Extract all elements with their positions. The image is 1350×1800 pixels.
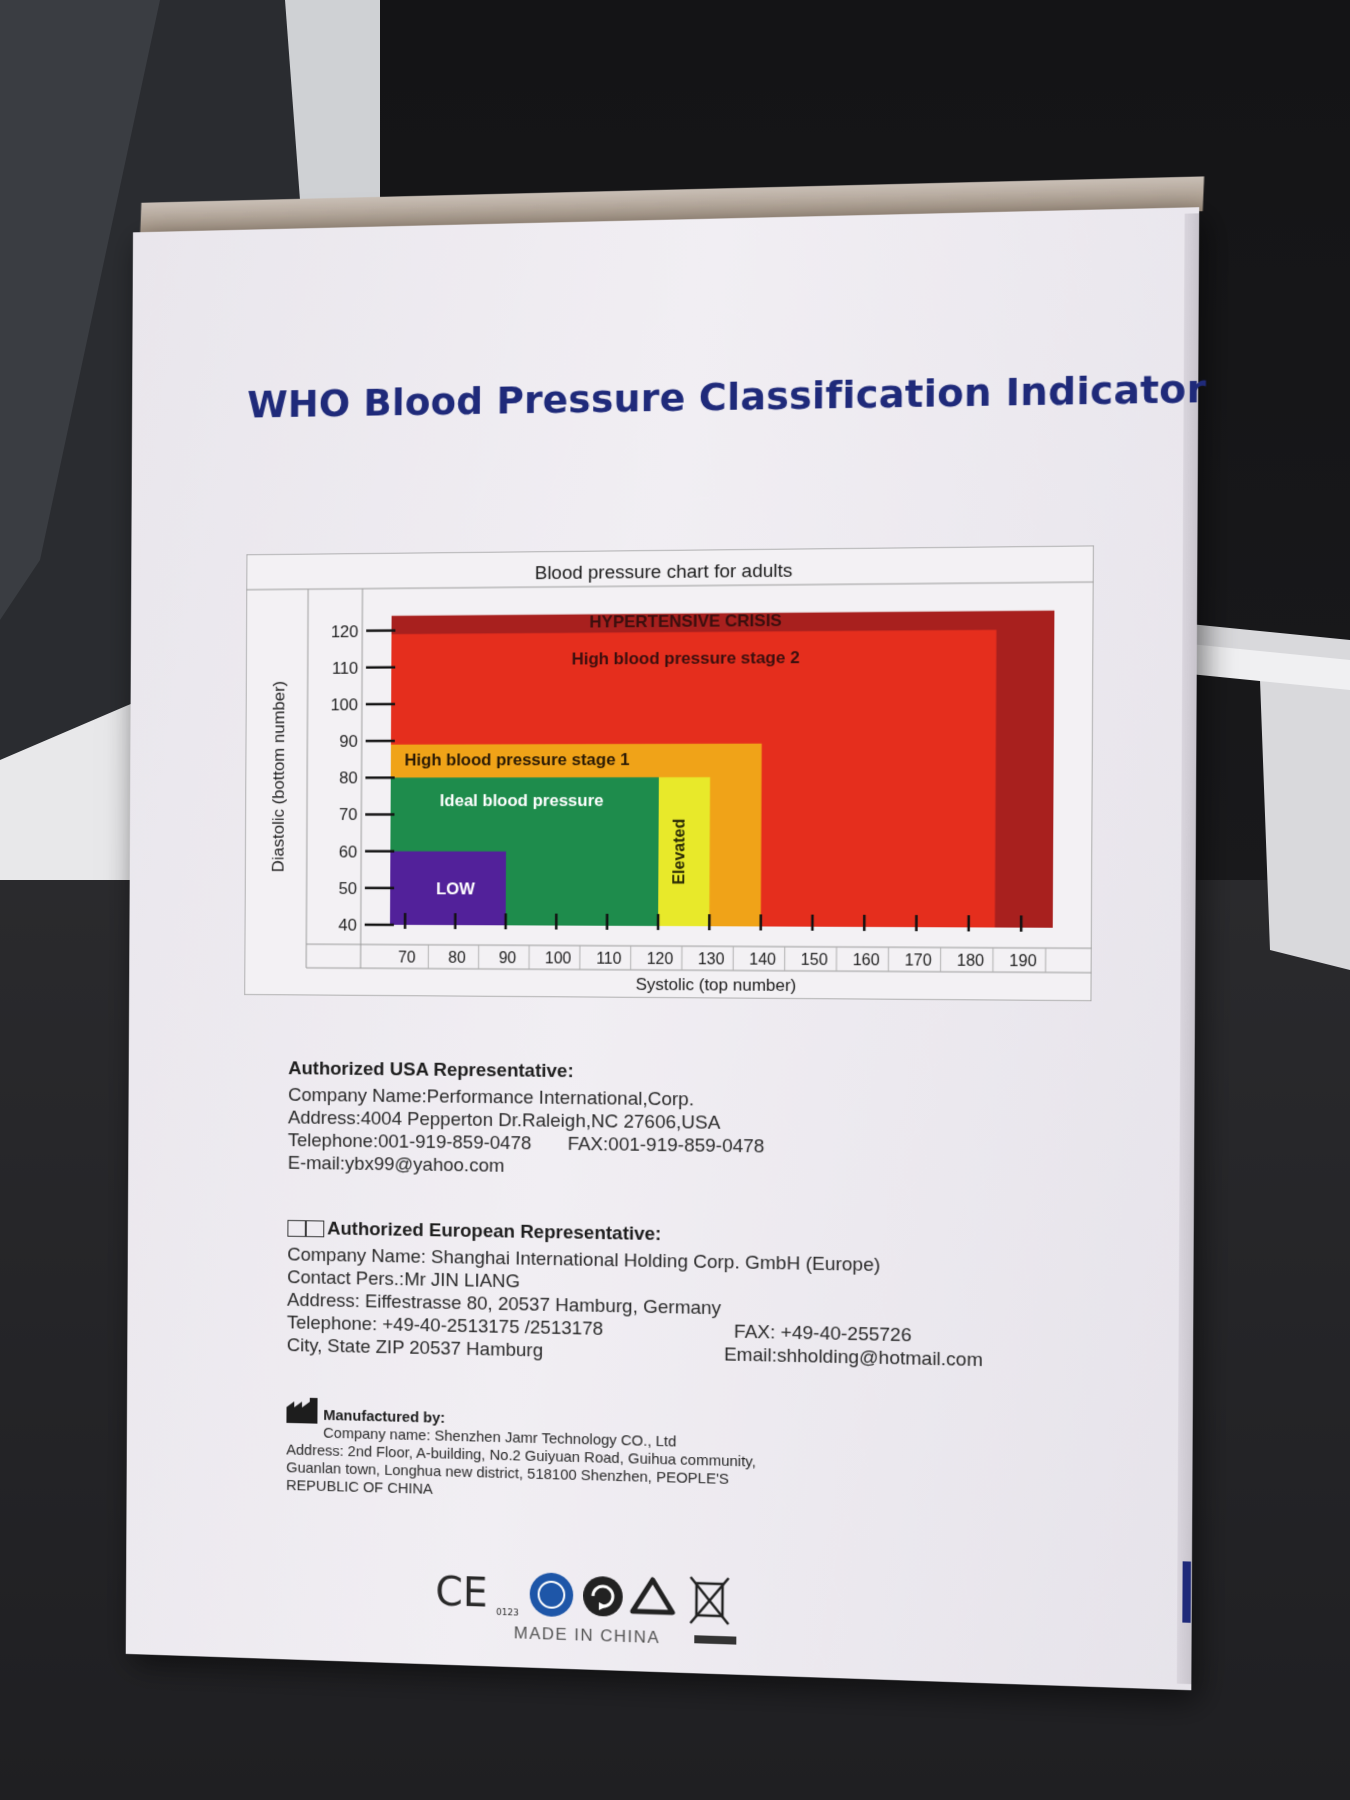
bp-chart-svg: Blood pressure chart for adults HYPERTENS… xyxy=(244,545,1094,1001)
certification-logos: CE 0123 xyxy=(435,1563,763,1663)
x-tick-label: 110 xyxy=(596,951,622,968)
x-tick-label: 150 xyxy=(801,952,828,969)
recycle-arrow-icon xyxy=(583,1576,623,1617)
box-edge xyxy=(1177,213,1199,1684)
usa-fax: FAX:001-919-859-0478 xyxy=(567,1134,764,1158)
eu-heading: Authorized European Representative: xyxy=(327,1219,661,1245)
bin-underline-bar xyxy=(694,1635,736,1644)
y-tick-label: 60 xyxy=(339,842,357,861)
zone-label-hypertensive-crisis: HYPERTENSIVE CRISIS xyxy=(589,611,781,632)
zone-label-elevated: Elevated xyxy=(671,819,689,885)
x-tick-label: 170 xyxy=(905,952,932,970)
x-axis-label: Systolic (top number) xyxy=(636,975,797,995)
x-tick-label: 90 xyxy=(499,950,517,967)
eu-city: City, State ZIP 20537 Hamburg xyxy=(287,1334,543,1362)
product-box: WHO Blood Pressure Classification Indica… xyxy=(126,207,1212,1691)
x-tick-label: 100 xyxy=(545,950,572,967)
mfr-heading: Manufactured by: xyxy=(323,1407,445,1427)
x-tick-label: 80 xyxy=(448,950,466,967)
edge-mark xyxy=(1182,1561,1191,1623)
y-tick-label: 110 xyxy=(332,658,358,677)
y-tick-label: 90 xyxy=(339,732,357,751)
x-tick-label: 140 xyxy=(749,951,776,968)
usa-telephone: Telephone:001-919-859-0478 xyxy=(288,1130,532,1154)
x-tick-label: 190 xyxy=(1009,953,1037,971)
zone-label-high-blood-pressure-stage-2: High blood pressure stage 2 xyxy=(571,648,799,669)
zone-label-high-blood-pressure-stage-1: High blood pressure stage 1 xyxy=(405,750,630,770)
usa-representative: Authorized USA Representative: Company N… xyxy=(288,1058,1087,1186)
y-tick-label: 50 xyxy=(339,879,357,898)
y-tick-label: 80 xyxy=(339,769,357,788)
weee-crossed-bin-icon xyxy=(690,1577,728,1624)
chart-title: Blood pressure chart for adults xyxy=(535,559,793,583)
recycling-symbol-icon xyxy=(633,1579,673,1612)
tuv-certification-icon xyxy=(530,1572,574,1617)
eu-representative: Authorized European Representative: Comp… xyxy=(287,1218,1086,1374)
eu-email: Email:shholding@hotmail.com xyxy=(724,1343,983,1372)
x-tick-label: 180 xyxy=(957,952,985,970)
ce-text: CE xyxy=(435,1569,487,1617)
y-axis-label: Diastolic (bottom number) xyxy=(269,681,289,873)
logo-row: CE 0123 xyxy=(435,1563,763,1629)
y-tick-label: 40 xyxy=(338,916,356,935)
bp-chart: Blood pressure chart for adults HYPERTENS… xyxy=(244,545,1094,1001)
zone-label-low: LOW xyxy=(436,879,475,898)
usa-heading: Authorized USA Representative: xyxy=(288,1058,1087,1088)
x-tick-label: 120 xyxy=(647,951,674,968)
manufacturer: Manufactured by: Company name: Shenzhen … xyxy=(286,1397,1085,1516)
x-tick-label: 70 xyxy=(398,949,416,966)
x-tick-label: 160 xyxy=(853,952,880,970)
ec-rep-icon xyxy=(287,1220,324,1237)
x-tick-label: 130 xyxy=(698,951,725,968)
y-tick-label: 70 xyxy=(339,805,357,824)
y-tick-label: 100 xyxy=(330,695,358,714)
factory-icon xyxy=(286,1397,319,1423)
made-in-china: MADE IN CHINA xyxy=(514,1623,661,1648)
y-tick-label: 120 xyxy=(331,622,359,641)
page-title: WHO Blood Pressure Classification Indica… xyxy=(247,368,1126,427)
zone-label-ideal-blood-pressure: Ideal blood pressure xyxy=(440,790,604,809)
ce-number: 0123 xyxy=(496,1608,519,1619)
box-side-panel: WHO Blood Pressure Classification Indica… xyxy=(126,207,1199,1690)
ce-mark-icon: CE 0123 xyxy=(435,1569,519,1619)
